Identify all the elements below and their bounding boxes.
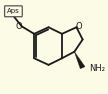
Text: NH₂: NH₂ <box>89 64 105 73</box>
FancyBboxPatch shape <box>5 6 22 17</box>
Text: O: O <box>15 22 22 31</box>
Text: Aps: Aps <box>7 8 20 14</box>
Polygon shape <box>74 52 85 69</box>
Text: O: O <box>76 22 82 31</box>
